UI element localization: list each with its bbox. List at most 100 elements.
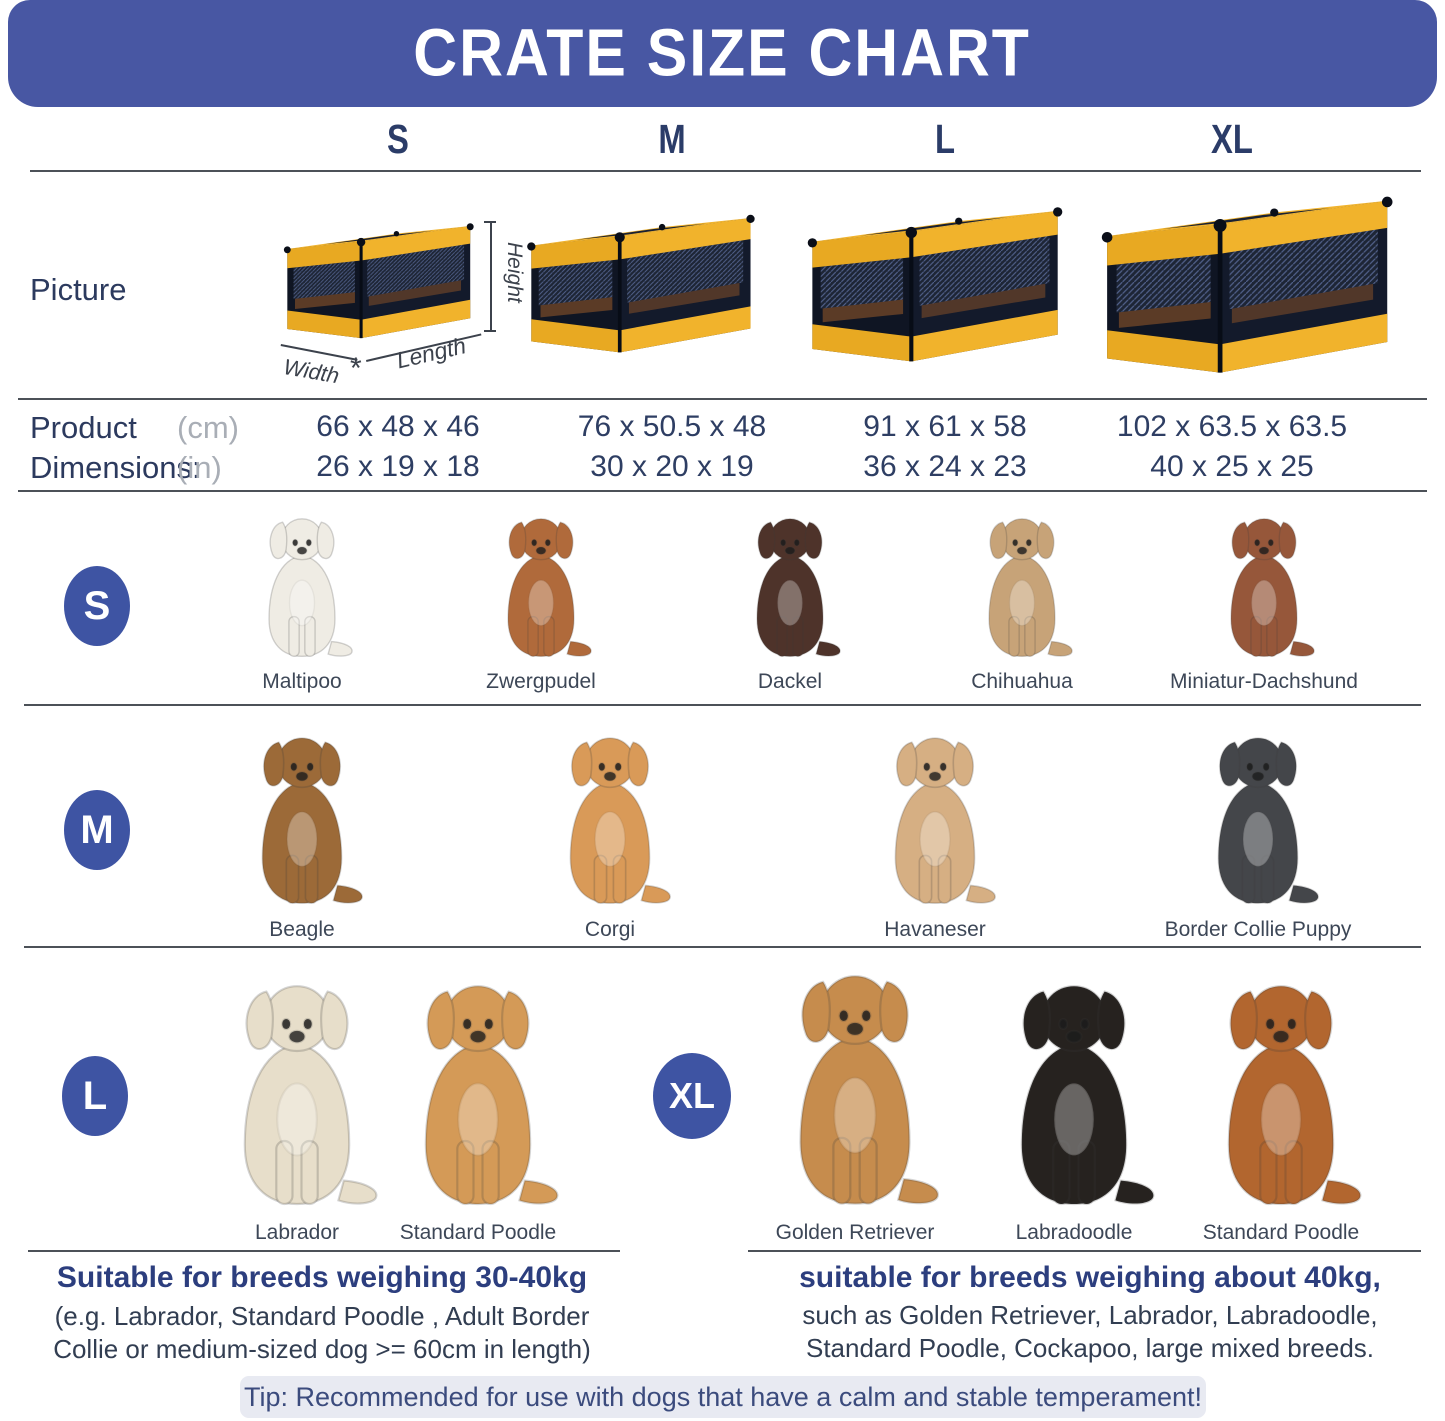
crate-illustration	[278, 206, 478, 352]
divider	[24, 704, 1421, 706]
dog-standard-poodle-xl: Standard Poodle	[1191, 965, 1371, 1245]
height-line-tick	[484, 330, 496, 332]
size-badge-l: L	[62, 1056, 128, 1136]
dog-illustration	[222, 730, 382, 910]
dog-border-collie-puppy: Border Collie Puppy	[1158, 730, 1358, 942]
breed-label: Corgi	[584, 918, 636, 941]
breed-label: Standard Poodle	[1202, 1221, 1360, 1244]
size-badge-m: M	[64, 790, 130, 870]
dog-labradoodle: Labradoodle	[984, 965, 1164, 1245]
dog-golden-retriever: Golden Retriever	[755, 965, 955, 1245]
dog-illustration	[530, 730, 690, 910]
footnote-xl-body: such as Golden Retriever, Labrador, Labr…	[760, 1299, 1420, 1366]
dog-illustration	[388, 965, 568, 1213]
size-badge-xl-label: XL	[668, 1075, 715, 1116]
dog-dackel: Dackel	[715, 512, 865, 694]
divider-l-group	[28, 1250, 620, 1252]
dog-zwergpudel: Zwergpudel	[466, 512, 616, 694]
dog-illustration	[227, 512, 377, 662]
size-badge-xl: XL	[653, 1053, 731, 1139]
header-banner: CRATE SIZE CHART	[8, 0, 1437, 107]
dog-standard-poodle-l: Standard Poodle	[388, 965, 568, 1245]
dimension-separator-mark: *	[350, 352, 362, 385]
breed-label: Labradoodle	[1015, 1221, 1133, 1244]
breed-label: Chihuahua	[971, 670, 1073, 693]
breed-label: Border Collie Puppy	[1164, 918, 1352, 941]
dim-in-xl: 40 x 25 x 25	[1150, 450, 1314, 483]
dog-illustration	[1191, 965, 1371, 1213]
size-badge-s-label: S	[83, 583, 111, 628]
page-title: CRATE SIZE CHART	[413, 16, 1032, 91]
dim-in-l: 36 x 24 x 23	[863, 450, 1027, 483]
dimensions-label: Dimensions:	[30, 450, 201, 485]
crate-image-l	[800, 184, 1068, 380]
cm-unit-label: (cm)	[177, 410, 239, 445]
in-unit-label: (in)	[177, 450, 222, 485]
dim-cm-l: 91 x 61 x 58	[863, 410, 1027, 443]
tip-text: Tip: Recommended for use with dogs that …	[244, 1381, 1202, 1412]
column-header-l: L	[934, 116, 956, 162]
dim-cm-xl: 102 x 63.5 x 63.5	[1116, 410, 1348, 443]
divider	[24, 946, 1421, 948]
breed-label: Zwergpudel	[486, 670, 596, 693]
column-header-m: M	[658, 116, 686, 162]
divider	[30, 170, 1421, 172]
dog-illustration	[207, 965, 387, 1213]
crate-illustration	[1093, 170, 1399, 394]
divider	[18, 490, 1427, 492]
dog-havaneser: Havaneser	[855, 730, 1015, 942]
dog-illustration	[855, 730, 1015, 910]
height-annotation-label: Height	[503, 242, 526, 303]
dog-illustration	[466, 512, 616, 662]
footnote-l-heading: Suitable for breeds weighing 30-40kg	[56, 1261, 588, 1294]
breed-label: Golden Retriever	[775, 1221, 935, 1244]
divider-xl-group	[748, 1250, 1421, 1252]
footnote-xl-line2: Standard Poodle, Cockapoo, large mixed b…	[805, 1333, 1374, 1364]
dog-illustration	[947, 512, 1097, 662]
height-line-tick	[484, 221, 496, 223]
crate-illustration	[520, 194, 760, 369]
dog-labrador: Labrador	[207, 965, 387, 1245]
footnote-l-body: (e.g. Labrador, Standard Poodle , Adult …	[22, 1300, 622, 1367]
footnote-xl-heading: suitable for breeds weighing about 40kg,	[799, 1261, 1381, 1294]
dog-chihuahua: Chihuahua	[947, 512, 1097, 694]
height-dimension-line	[490, 222, 492, 332]
column-header-xl: XL	[1211, 116, 1253, 162]
breed-label: Beagle	[269, 918, 335, 941]
tip-bar: Tip: Recommended for use with dogs that …	[240, 1376, 1206, 1418]
dog-beagle: Beagle	[222, 730, 382, 942]
column-header-s: S	[387, 116, 409, 162]
dog-maltipoo: Maltipoo	[227, 512, 377, 694]
picture-row-label: Picture	[30, 272, 127, 307]
width-annotation-label: Width	[281, 354, 342, 389]
breed-label: Miniatur-Dachshund	[1170, 670, 1358, 693]
breed-label: Dackel	[757, 670, 823, 693]
dog-illustration	[755, 965, 955, 1213]
footnote-xl-line1: such as Golden Retriever, Labrador, Labr…	[802, 1300, 1378, 1330]
dog-illustration	[1158, 730, 1358, 910]
size-badge-l-label: L	[82, 1073, 108, 1118]
breed-label: Maltipoo	[262, 670, 342, 693]
breed-label: Labrador	[254, 1221, 340, 1244]
dim-cm-s: 66 x 48 x 46	[316, 410, 480, 443]
crate-image-xl	[1093, 170, 1399, 394]
crate-illustration	[800, 184, 1068, 380]
divider	[18, 398, 1427, 400]
dog-illustration	[984, 965, 1164, 1213]
dim-in-m: 30 x 20 x 19	[590, 450, 754, 483]
dog-corgi: Corgi	[530, 730, 690, 942]
footnote-l-line1: (e.g. Labrador, Standard Poodle , Adult …	[54, 1301, 590, 1331]
breed-label: Standard Poodle	[399, 1221, 557, 1244]
dim-cm-m: 76 x 50.5 x 48	[577, 410, 767, 443]
size-badge-s: S	[64, 566, 130, 646]
dog-miniatur-dachshund: Miniatur-Dachshund	[1170, 512, 1358, 694]
size-badge-m-label: M	[80, 807, 114, 852]
dog-illustration	[1189, 512, 1339, 662]
dim-in-s: 26 x 19 x 18	[316, 450, 480, 483]
dog-illustration	[715, 512, 865, 662]
footnote-l-line2: Collie or medium-sized dog >= 60cm in le…	[53, 1334, 591, 1365]
product-label: Product	[30, 410, 137, 445]
crate-image-m	[520, 194, 760, 369]
breed-label: Havaneser	[884, 918, 986, 941]
